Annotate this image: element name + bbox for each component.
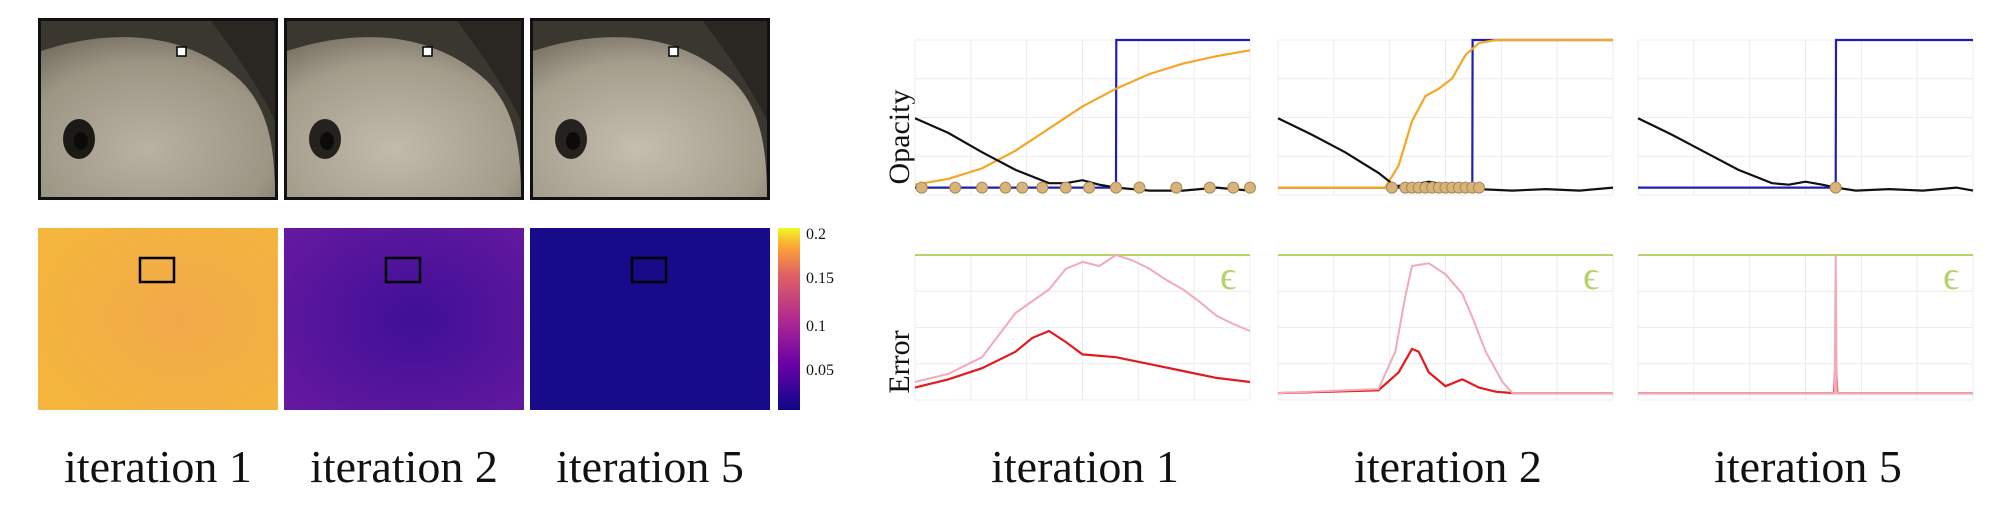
colorbar <box>778 228 800 410</box>
render-crop-iteration-2 <box>284 18 524 200</box>
patch-box <box>138 256 176 284</box>
epsilon-label: ϵ <box>1943 253 1959 298</box>
colorbar-tick: 0.15 <box>806 270 834 287</box>
sample-point <box>1244 181 1256 194</box>
patch-box <box>630 256 668 284</box>
render-crop-iteration-5 <box>530 18 770 200</box>
series-orange-line <box>914 49 1251 186</box>
colorbar-tick: 0.2 <box>806 226 826 243</box>
patch-marker <box>668 46 679 57</box>
error-iteration-1: ϵ <box>914 253 1251 401</box>
render-crop-iteration-1 <box>38 18 278 200</box>
sample-point <box>999 181 1012 194</box>
sample-point <box>1829 181 1842 194</box>
sample-point <box>1083 181 1096 194</box>
series-red-line <box>1277 347 1613 395</box>
series-blue-line <box>915 38 1250 189</box>
opacity-iteration-2 <box>1277 38 1614 196</box>
render-image-iteration-1 <box>41 21 275 197</box>
sample-point <box>1110 181 1122 194</box>
epsilon-label: ϵ <box>1583 253 1599 298</box>
colorbar-tick: 0.1 <box>806 318 826 335</box>
sample-point <box>915 181 928 194</box>
sample-point <box>1203 181 1216 194</box>
sample-point <box>1133 181 1146 194</box>
heatmap-iteration-2 <box>284 228 524 410</box>
error-iteration-2: ϵ <box>1277 253 1614 401</box>
series-black-line <box>1637 117 1974 192</box>
caption-right-iteration-5: iteration 5 <box>1714 441 1902 492</box>
sample-point <box>976 181 988 194</box>
heatmap-iteration-5 <box>530 228 770 410</box>
sample-point <box>1170 181 1183 194</box>
opacity-iteration-5 <box>1637 38 1974 196</box>
series-pink-line <box>1277 262 1613 395</box>
caption-right-iteration-2: iteration 2 <box>1354 441 1542 492</box>
patch-marker <box>176 46 187 57</box>
sample-point <box>1227 181 1240 194</box>
colorbar-tick: 0.05 <box>806 362 834 379</box>
caption-left-iteration-1: iteration 1 <box>64 441 252 492</box>
heatmap-iteration-1 <box>38 228 278 410</box>
sample-point <box>1059 181 1072 194</box>
series-red-line <box>914 329 1251 389</box>
series-blue-line <box>1638 38 1973 189</box>
caption-left-iteration-5: iteration 5 <box>556 441 744 492</box>
series-pink-line <box>1638 254 1973 395</box>
render-image-iteration-2 <box>287 21 521 197</box>
sample-point <box>1016 181 1029 194</box>
patch-box <box>384 256 422 284</box>
caption-left-iteration-2: iteration 2 <box>310 441 498 492</box>
series-pink-line <box>914 253 1251 383</box>
sample-point <box>1036 181 1049 194</box>
opacity-iteration-1 <box>914 38 1256 196</box>
series-black-line <box>1277 117 1614 192</box>
render-image-iteration-5 <box>533 21 767 197</box>
patch-marker <box>422 46 433 57</box>
series-black-line <box>914 117 1251 192</box>
caption-right-iteration-1: iteration 1 <box>991 441 1179 492</box>
series-orange-line <box>1278 38 1613 189</box>
sample-point <box>1385 181 1398 194</box>
sample-point <box>949 181 962 194</box>
sample-point <box>1473 181 1485 194</box>
error-iteration-5: ϵ <box>1637 253 1974 401</box>
epsilon-label: ϵ <box>1220 253 1236 298</box>
